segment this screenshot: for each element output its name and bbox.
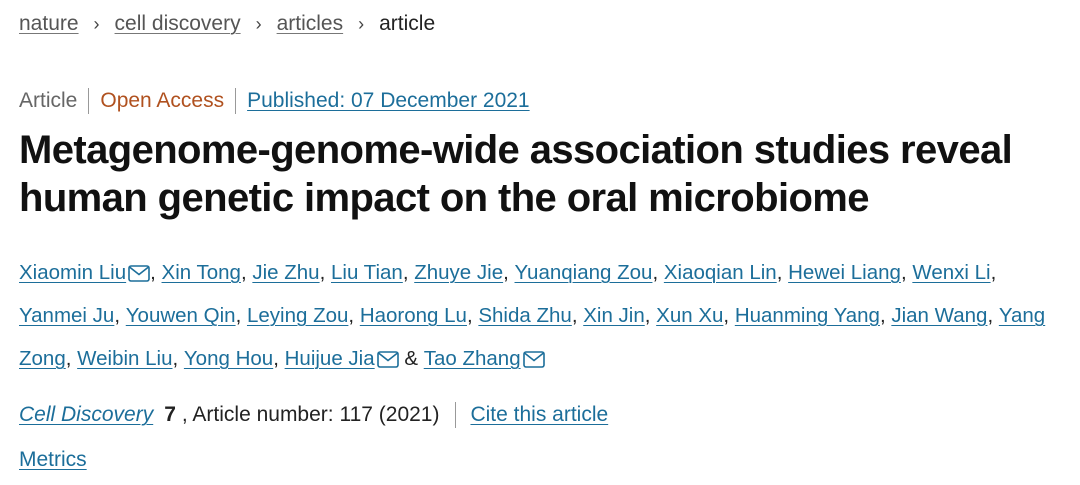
author-item: Zhuye Jie, <box>414 261 514 284</box>
author-item: Xun Xu, <box>656 304 735 327</box>
author-link[interactable]: Wenxi Li <box>912 261 991 284</box>
article-meta: Article Open Access Published: 07 Decemb… <box>19 87 530 115</box>
author-separator: , <box>402 261 415 284</box>
meta-divider <box>235 88 237 114</box>
breadcrumb-separator-icon: › <box>255 14 262 34</box>
author-separator: & <box>398 347 424 370</box>
author-separator: , <box>571 304 584 327</box>
author-item: Liu Tian, <box>331 261 414 284</box>
author-item: Leying Zou, <box>247 304 360 327</box>
author-item: Wenxi Li, <box>912 261 996 284</box>
author-item: Youwen Qin, <box>126 304 247 327</box>
author-link[interactable]: Xin Tong <box>161 261 241 284</box>
author-separator: , <box>644 304 657 327</box>
author-item: Weibin Liu, <box>77 347 184 370</box>
author-item: Yong Hou, <box>184 347 285 370</box>
author-link[interactable]: Jie Zhu <box>252 261 320 284</box>
author-item: Haorong Lu, <box>360 304 479 327</box>
author-link[interactable]: Xiaoqian Lin <box>663 261 777 284</box>
author-link[interactable]: Huijue Jia <box>284 347 375 370</box>
author-separator: , <box>65 347 78 370</box>
author-separator: , <box>987 304 999 327</box>
author-link[interactable]: Hewei Liang <box>788 261 901 284</box>
article-type: Article <box>19 89 78 112</box>
breadcrumb-separator-icon: › <box>358 14 365 34</box>
journal-volume: 7 <box>164 403 176 426</box>
published-date-link[interactable]: Published: 07 December 2021 <box>247 89 530 112</box>
author-item: Xiaoqian Lin, <box>664 261 788 284</box>
author-item: Xiaomin Liu, <box>19 261 162 284</box>
author-link[interactable]: Jian Wang <box>891 304 988 327</box>
author-separator: , <box>652 261 664 284</box>
author-link[interactable]: Haorong Lu <box>359 304 467 327</box>
author-item: Xin Tong, <box>162 261 253 284</box>
citation-divider <box>455 402 457 428</box>
author-link[interactable]: Zhuye Jie <box>414 261 504 284</box>
breadcrumb-nature[interactable]: nature <box>19 12 79 35</box>
envelope-icon[interactable] <box>376 351 399 368</box>
cite-this-article-link[interactable]: Cite this article <box>470 403 609 426</box>
author-link[interactable]: Xun Xu <box>656 304 724 327</box>
meta-divider <box>88 88 90 114</box>
author-item: Yanmei Ju, <box>19 304 126 327</box>
citation: Cell Discovery 7 , Article number: 117 (… <box>19 401 608 429</box>
author-link[interactable]: Huanming Yang <box>734 304 880 327</box>
breadcrumb-articles[interactable]: articles <box>276 12 344 35</box>
author-link[interactable]: Yuanqiang Zou <box>514 261 653 284</box>
author-separator: , <box>466 304 479 327</box>
author-separator: , <box>723 304 735 327</box>
author-separator: , <box>273 347 285 370</box>
author-item: Xin Jin, <box>583 304 656 327</box>
envelope-icon[interactable] <box>128 265 150 282</box>
envelope-icon[interactable] <box>522 351 545 368</box>
author-separator: , <box>503 261 515 284</box>
open-access-label: Open Access <box>100 89 225 112</box>
author-link[interactable]: Weibin Liu <box>77 347 173 370</box>
author-separator: , <box>150 261 162 284</box>
author-link[interactable]: Leying Zou <box>246 304 349 327</box>
author-item: Jie Zhu, <box>252 261 331 284</box>
author-link[interactable]: Youwen Qin <box>125 304 236 327</box>
author-separator: , <box>879 304 892 327</box>
author-separator: , <box>348 304 360 327</box>
author-list: Xiaomin Liu, Xin Tong, Jie Zhu, Liu Tian… <box>19 251 1054 380</box>
author-item: Huijue Jia & <box>285 347 424 370</box>
author-separator: , <box>900 261 913 284</box>
author-link[interactable]: Tao Zhang <box>423 347 521 370</box>
breadcrumb-separator-icon: › <box>93 14 100 34</box>
author-item: Shida Zhu, <box>478 304 583 327</box>
author-separator: , <box>240 261 253 284</box>
author-link[interactable]: Xin Jin <box>583 304 645 327</box>
article-number: , Article number: 117 (2021) <box>181 403 440 426</box>
author-link[interactable]: Xiaomin Liu <box>19 261 127 284</box>
author-item: Huanming Yang, <box>735 304 892 327</box>
author-separator: , <box>172 347 184 370</box>
author-separator: , <box>776 261 789 284</box>
author-separator: , <box>990 261 997 284</box>
author-link[interactable]: Yanmei Ju <box>19 304 115 327</box>
journal-link[interactable]: Cell Discovery <box>19 403 154 426</box>
breadcrumb-cell-discovery[interactable]: cell discovery <box>114 12 241 35</box>
metrics-link[interactable]: Metrics <box>19 448 87 471</box>
author-link[interactable]: Yang Zong <box>19 304 1046 370</box>
author-separator: , <box>319 261 331 284</box>
author-separator: , <box>114 304 126 327</box>
author-item: Hewei Liang, <box>788 261 912 284</box>
author-item: Jian Wang, <box>891 304 999 327</box>
author-link[interactable]: Liu Tian <box>331 261 403 284</box>
author-item: Yang Zong, <box>19 304 1045 370</box>
author-item: Tao Zhang <box>424 347 545 370</box>
breadcrumb: nature › cell discovery › articles › art… <box>19 10 435 38</box>
author-link[interactable]: Shida Zhu <box>478 304 572 327</box>
author-link[interactable]: Yong Hou <box>183 347 274 370</box>
author-separator: , <box>235 304 247 327</box>
article-title: Metagenome-genome-wide association studi… <box>19 128 1013 220</box>
breadcrumb-current: article <box>379 12 436 35</box>
author-item: Yuanqiang Zou, <box>515 261 664 284</box>
